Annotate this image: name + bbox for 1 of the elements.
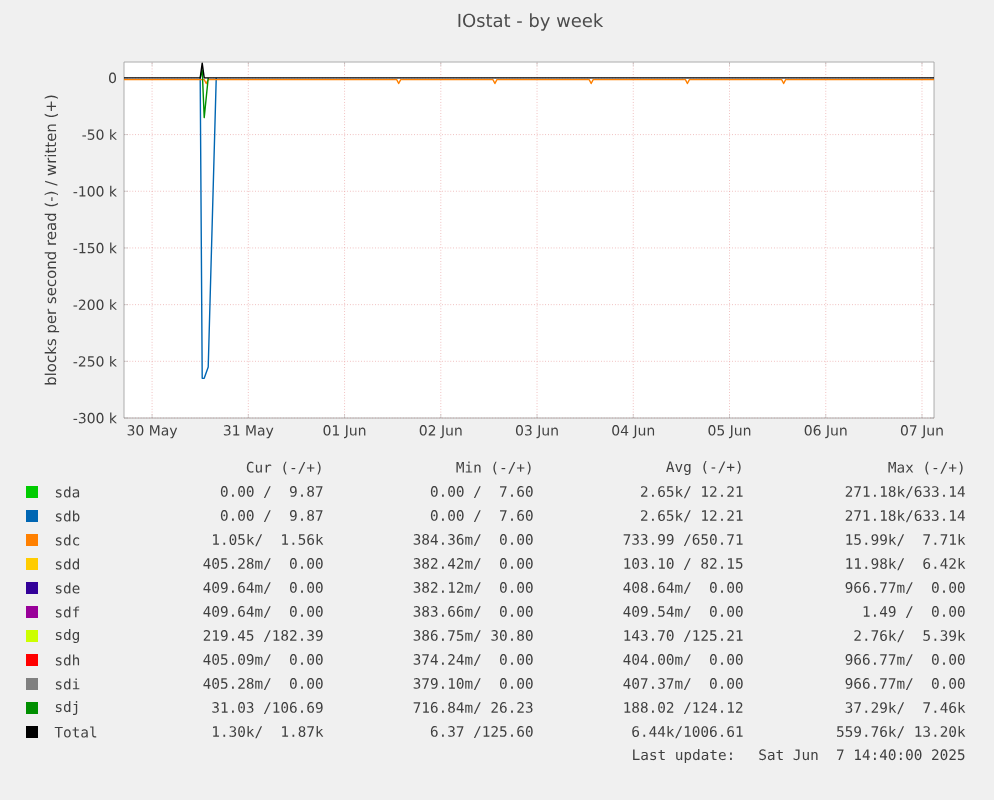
chart-title: IOstat - by week <box>458 13 604 31</box>
